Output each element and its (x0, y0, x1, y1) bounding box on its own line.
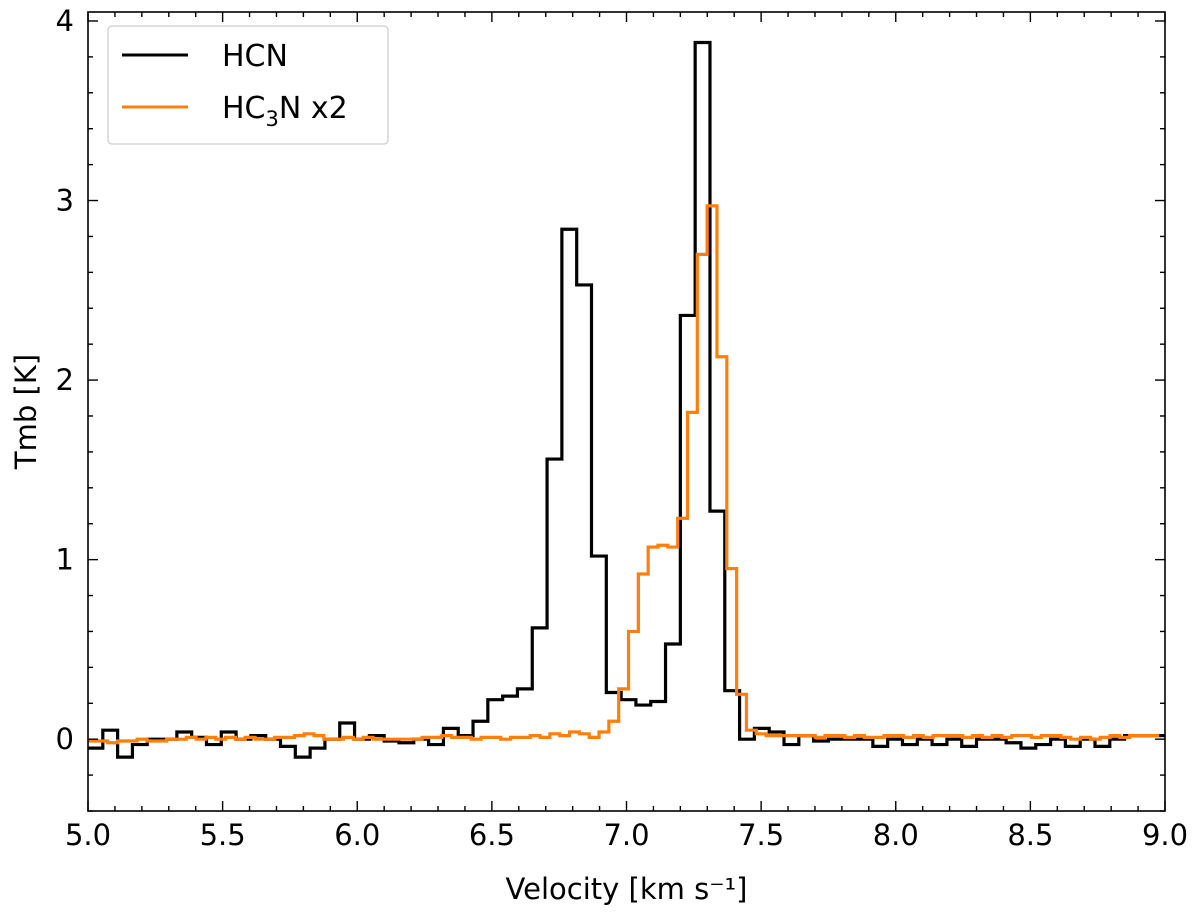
x-tick-labels: 5.0 5.5 6.0 6.5 7.0 7.5 8.0 8.5 9.0 (65, 818, 1188, 852)
y-tick-label: 3 (56, 184, 74, 218)
x-tick-label: 9.0 (1142, 818, 1188, 852)
x-tick-label: 7.5 (738, 818, 784, 852)
y-axis-label: Tmb [K] (9, 354, 43, 470)
legend-label-hcn: HCN (222, 39, 288, 74)
y-tick-label: 2 (56, 363, 74, 397)
y-tick-label: 0 (56, 722, 74, 756)
y-tick-labels: 0 1 2 3 4 (56, 4, 74, 756)
series-line-hc3n (88, 204, 1160, 745)
y-tick-label: 4 (56, 4, 74, 38)
legend-label-hc3n-suffix: N x2 (279, 91, 348, 126)
x-tick-label: 6.0 (334, 818, 380, 852)
plot-frame (87, 11, 1166, 812)
y-tick-label: 1 (56, 543, 74, 577)
x-tick-label: 8.0 (873, 818, 919, 852)
x-tick-label: 5.0 (65, 818, 111, 852)
x-tick-label: 5.5 (200, 818, 246, 852)
legend-label-hc3n: HC3N x2 (222, 91, 348, 131)
x-tick-label: 6.5 (469, 818, 515, 852)
x-tick-label: 8.5 (1007, 818, 1053, 852)
x-axis-label: Velocity [km s⁻¹] (506, 872, 748, 906)
series-layer (88, 40, 1165, 759)
x-tick-label: 7.0 (603, 818, 649, 852)
legend-label-hc3n-base: HC (222, 91, 266, 126)
legend-label-hc3n-subscript: 3 (266, 107, 279, 131)
legend: HCN HC3N x2 (107, 25, 389, 145)
ticks-layer (87, 12, 1166, 812)
